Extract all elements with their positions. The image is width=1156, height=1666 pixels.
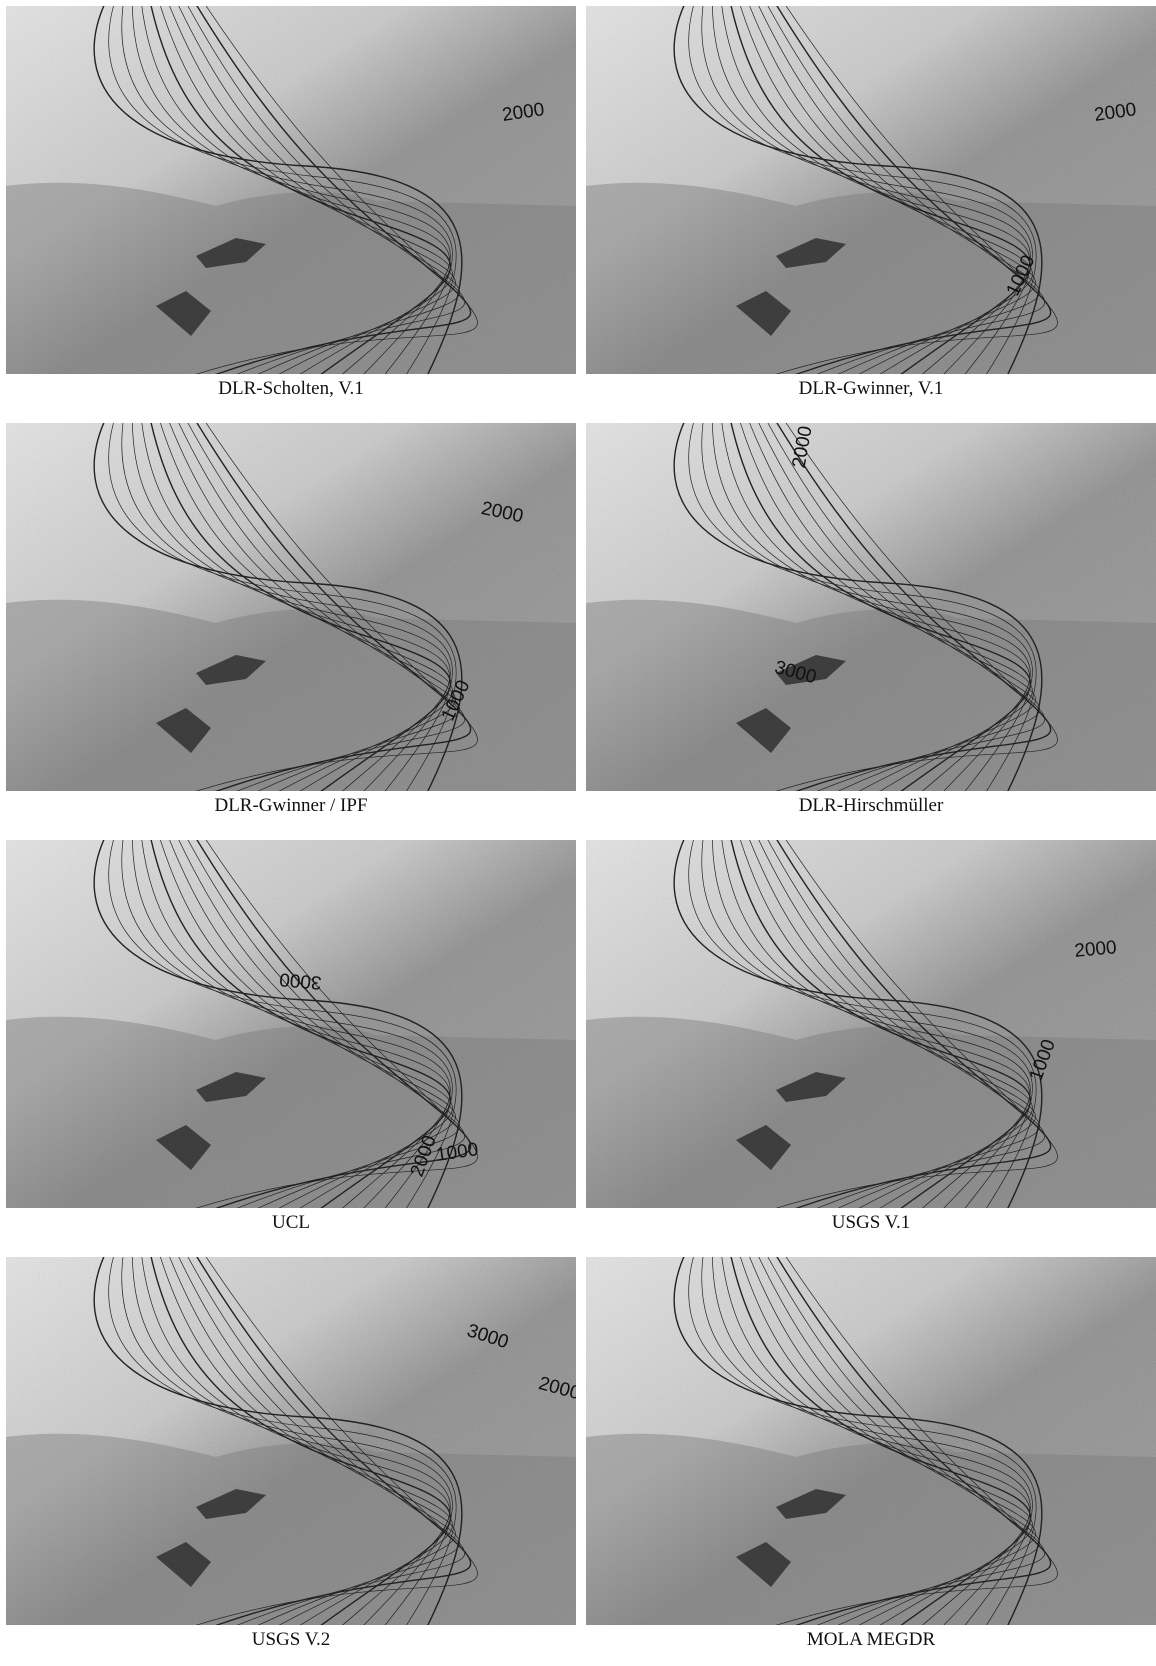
panel-caption: DLR-Gwinner, V.1 — [586, 378, 1156, 400]
panel-caption: UCL — [6, 1212, 576, 1234]
contour-label: 3000 — [279, 968, 323, 993]
map-panel: MOLA MEGDR — [586, 1257, 1156, 1649]
map-panel: 2000 DLR-Scholten, V.1 — [6, 6, 576, 398]
panel-caption: USGS V.2 — [6, 1629, 576, 1651]
panel-caption: MOLA MEGDR — [586, 1629, 1156, 1651]
relief-map: 2000 — [6, 6, 576, 374]
panel-caption: DLR-Gwinner / IPF — [6, 795, 576, 817]
panel-caption: DLR-Scholten, V.1 — [6, 378, 576, 400]
panel-caption: DLR-Hirschmüller — [586, 795, 1156, 817]
contour-label: 2000 — [1074, 937, 1118, 962]
relief-map — [586, 1257, 1156, 1625]
figure: 2000 DLR-Scholten, V.1 20001000 DLR-Gwinne… — [0, 0, 1156, 1666]
panel-caption: USGS V.1 — [586, 1212, 1156, 1234]
